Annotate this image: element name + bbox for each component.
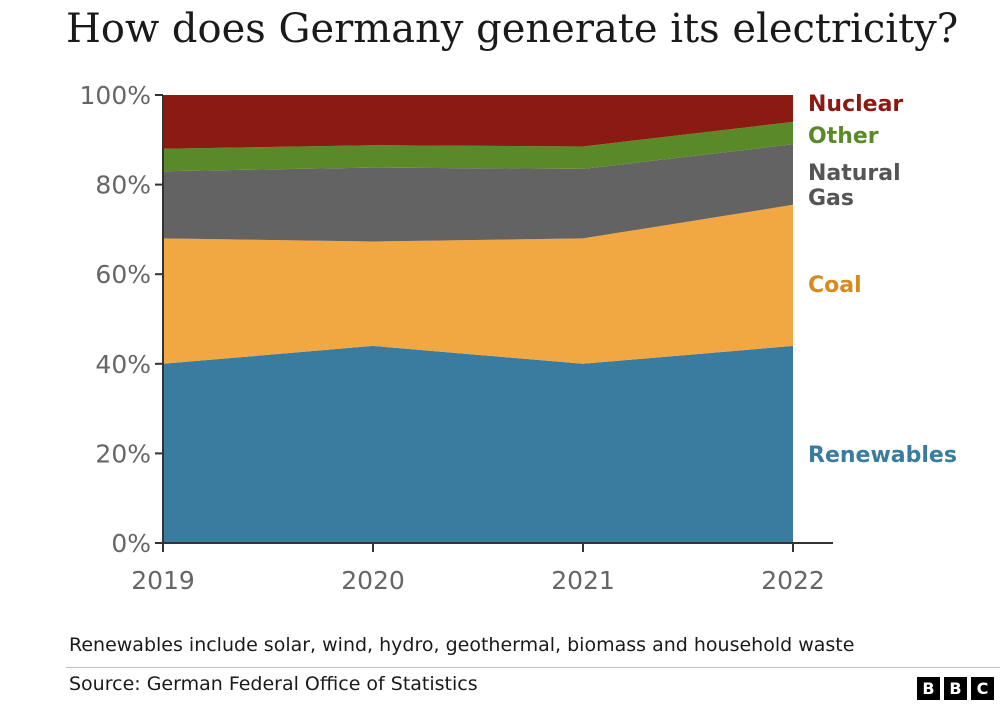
x-tick-label: 2021 bbox=[551, 566, 615, 595]
chart-title: How does Germany generate its electricit… bbox=[66, 6, 959, 52]
area-natural-gas bbox=[163, 144, 793, 242]
axes: 0% 20% 40% 60% 80% 100% 2019 2020 2021 2022 bbox=[80, 81, 833, 595]
area-nuclear bbox=[163, 95, 793, 149]
x-tick-label: 2020 bbox=[341, 566, 405, 595]
source-note: Source: German Federal Office of Statist… bbox=[69, 673, 478, 695]
series-label-other: Other bbox=[808, 124, 879, 149]
series-label-coal: Coal bbox=[808, 273, 862, 298]
x-tick-label: 2022 bbox=[761, 566, 825, 595]
logo-letter: C bbox=[971, 677, 994, 700]
area-other bbox=[163, 121, 793, 172]
y-tick-label: 20% bbox=[95, 439, 151, 468]
y-tick-label: 80% bbox=[95, 171, 151, 200]
series-label-renewables: Renewables bbox=[808, 443, 957, 468]
series-label-natural-gas: Natural bbox=[808, 161, 901, 186]
series-label-natural-gas: Gas bbox=[808, 186, 854, 211]
logo-letter: B bbox=[944, 677, 967, 700]
logo-letter: B bbox=[917, 677, 940, 700]
y-tick-label: 100% bbox=[80, 81, 151, 110]
area-renewables bbox=[163, 345, 793, 543]
y-tick-label: 60% bbox=[95, 260, 151, 289]
footnote: Renewables include solar, wind, hydro, g… bbox=[69, 634, 855, 656]
series-label-nuclear: Nuclear bbox=[808, 92, 903, 117]
y-tick-label: 0% bbox=[111, 529, 151, 558]
x-tick-label: 2019 bbox=[131, 566, 195, 595]
area-layers bbox=[163, 95, 793, 543]
y-tick-label: 40% bbox=[95, 350, 151, 379]
bbc-logo: B B C bbox=[917, 677, 994, 700]
area-coal bbox=[163, 204, 793, 364]
divider bbox=[66, 667, 1000, 668]
